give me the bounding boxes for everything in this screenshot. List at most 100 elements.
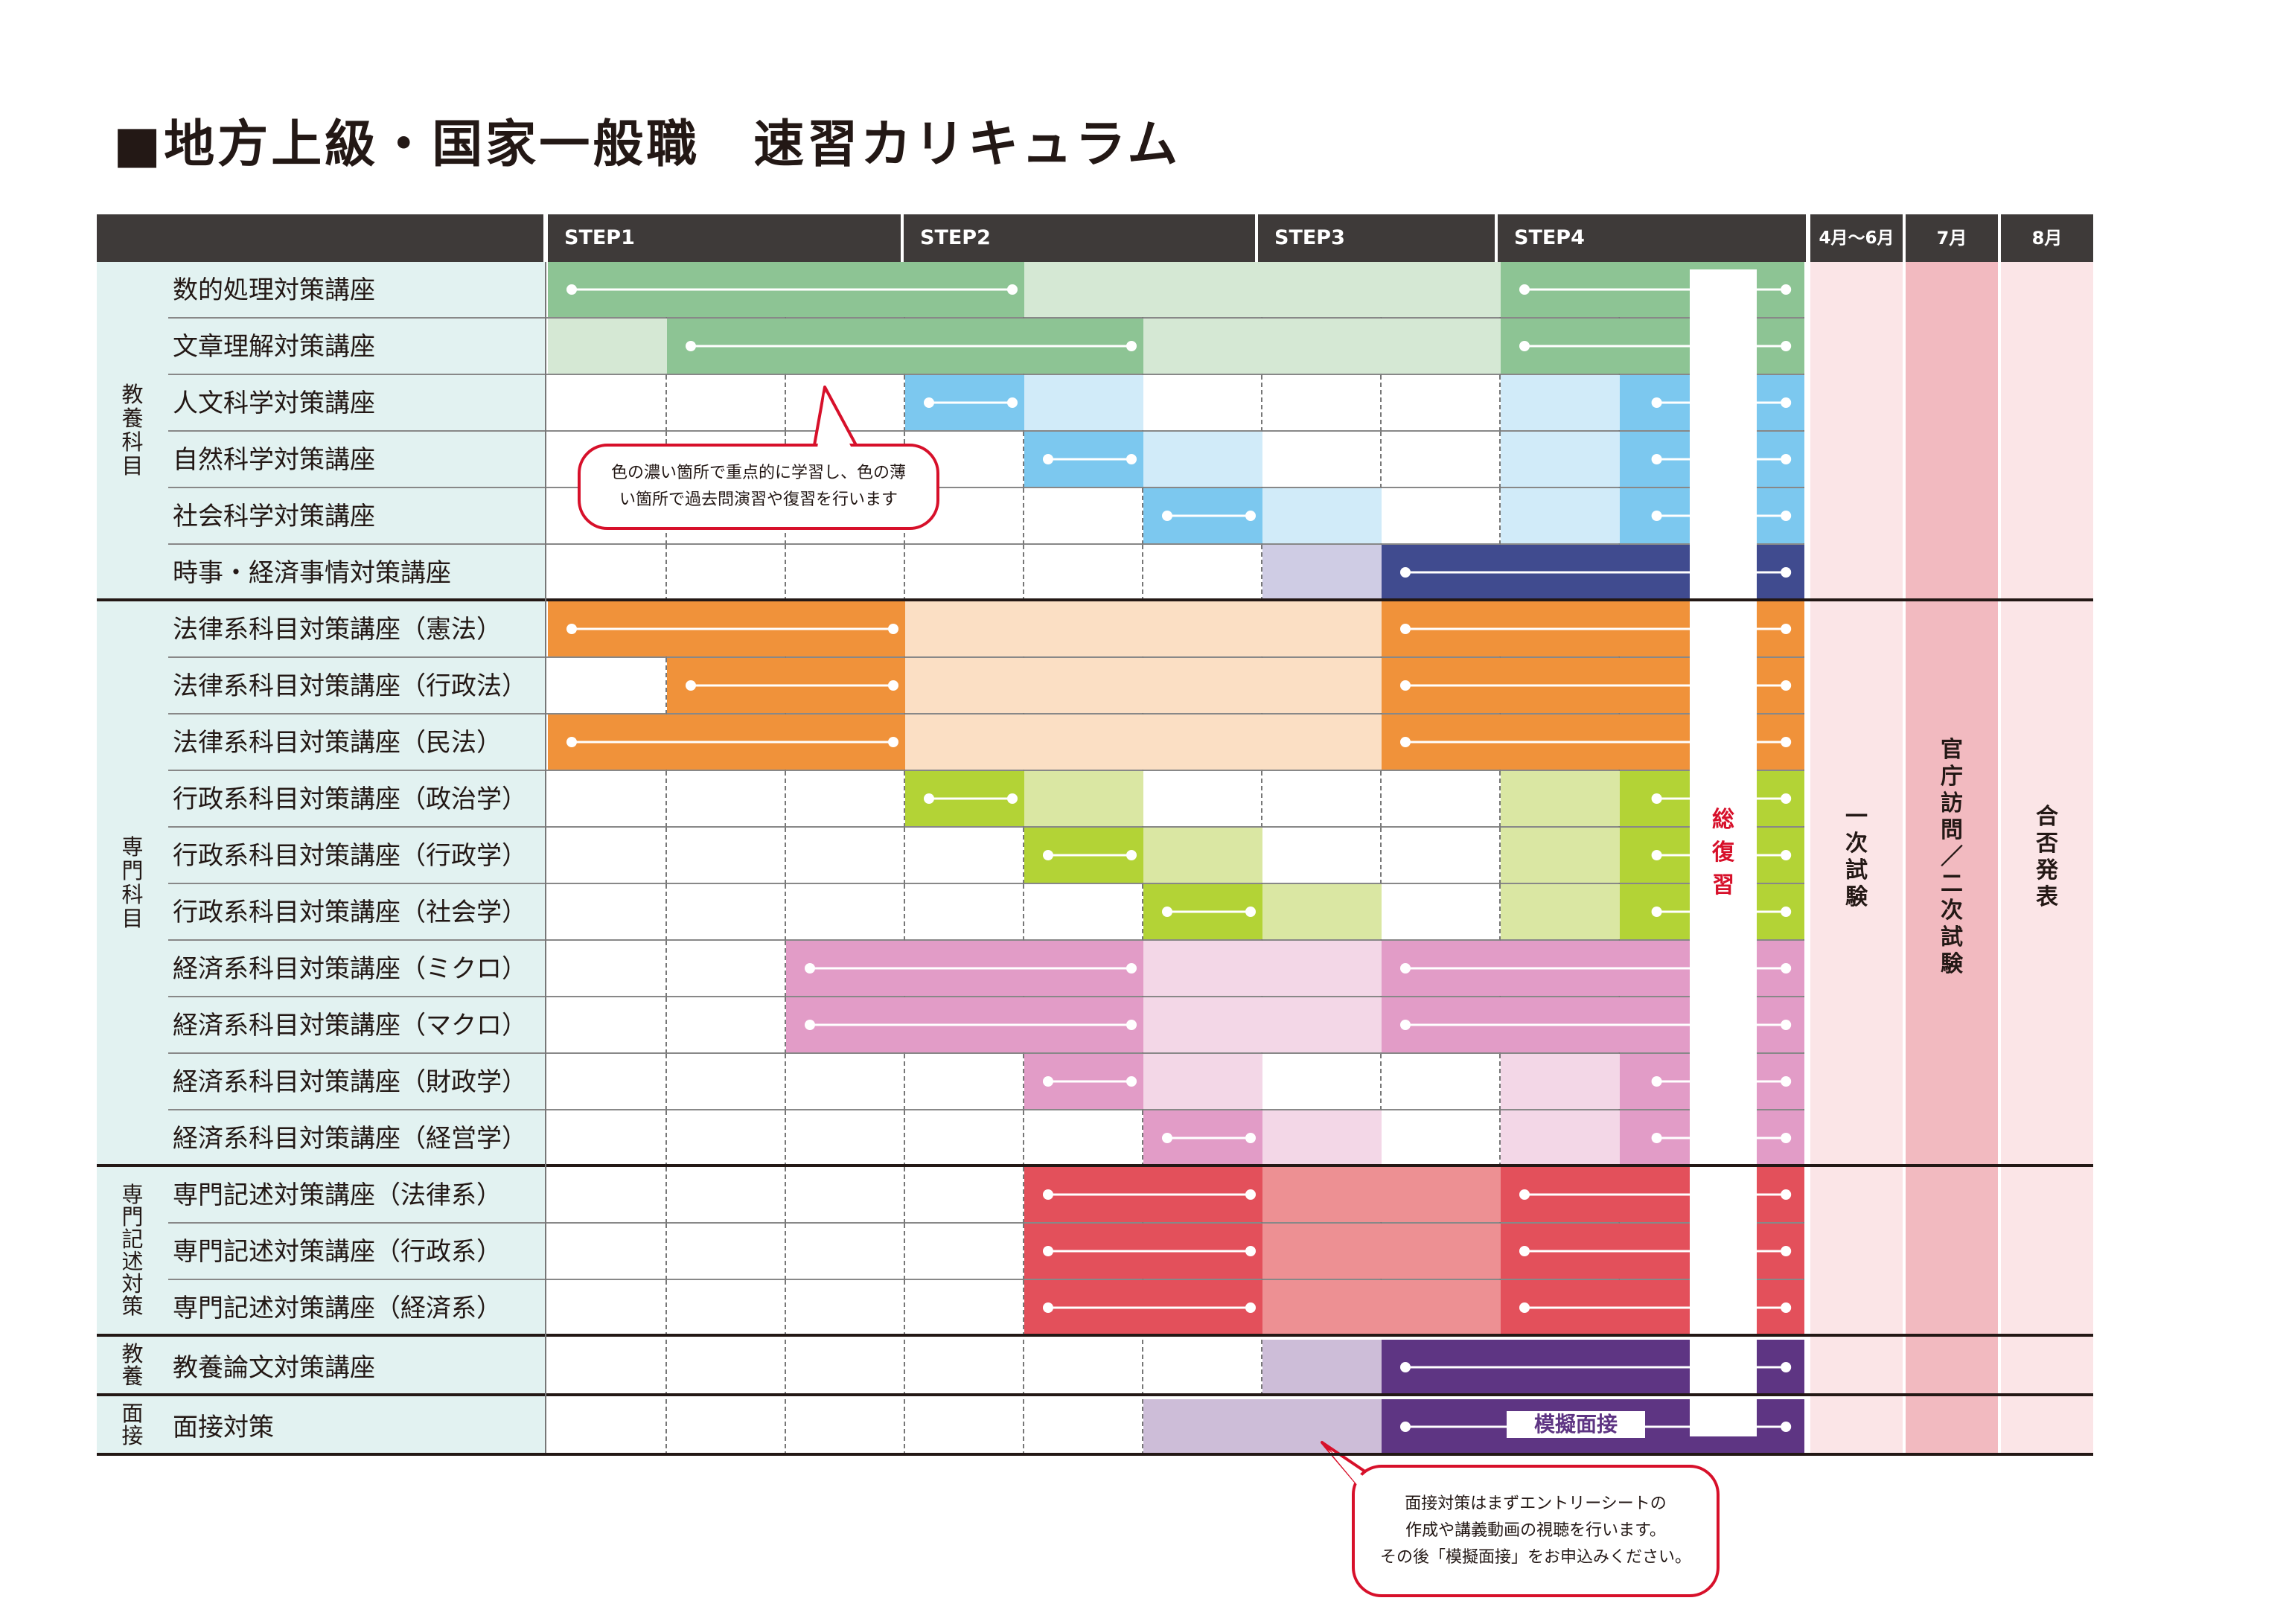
label-grid-divider	[545, 262, 546, 1453]
schedule-dot	[1781, 341, 1792, 351]
grid-cell	[667, 828, 786, 884]
schedule-dot	[1245, 1246, 1256, 1256]
grid-cell	[667, 884, 786, 941]
schedule-dot	[1781, 1133, 1792, 1143]
schedule-dot	[805, 1020, 815, 1030]
group-separator	[97, 1164, 2093, 1167]
grid-cell	[667, 1110, 786, 1167]
light-bar	[1143, 1054, 1262, 1109]
light-bar	[905, 601, 1382, 656]
grid-cell	[548, 1167, 667, 1224]
schedule-dot	[1519, 1189, 1530, 1200]
light-bar	[1143, 1399, 1382, 1454]
grid-cell	[1143, 771, 1262, 828]
grid-cell	[786, 1224, 905, 1280]
grid-cell	[1262, 1054, 1382, 1110]
grid-cell	[667, 771, 786, 828]
group-senmon: 専門科目	[97, 601, 168, 1164]
schedule-dot	[1781, 963, 1792, 974]
light-bar	[1143, 432, 1262, 487]
grid-cell	[1382, 432, 1501, 488]
schedule-dot	[1781, 397, 1792, 408]
header-step3: STEP3	[1258, 214, 1495, 262]
row-label: 経済系科目対策講座（財政学）	[173, 1067, 527, 1097]
grid-cell	[905, 545, 1024, 601]
schedule-dot	[888, 737, 898, 747]
row-label: 専門記述対策講座（法律系）	[173, 1180, 502, 1210]
grid-cell	[905, 828, 1024, 884]
schedule-dot	[1651, 1076, 1662, 1087]
grid-cell	[905, 884, 1024, 941]
grid-cell	[786, 884, 905, 941]
light-bar	[1143, 997, 1382, 1052]
grid-cell	[1382, 1054, 1501, 1110]
schedule-dot	[566, 284, 577, 295]
schedule-dot	[566, 737, 577, 747]
schedule-dot	[1400, 624, 1411, 634]
header-jul: 7月	[1906, 214, 1998, 262]
mock-interview-label: 模擬面接	[1507, 1411, 1645, 1438]
schedule-dot	[1781, 511, 1792, 521]
schedule-dot	[1126, 454, 1137, 464]
row-label: 法律系科目対策講座（行政法）	[173, 671, 527, 701]
group-separator	[97, 598, 2093, 601]
note-bubble-2: 面接対策はまずエントリーシートの 作成や講義動画の視聴を行います。 その後「模擬…	[1352, 1465, 1720, 1597]
grid-cell	[548, 997, 667, 1054]
schedule-dot	[1400, 567, 1411, 578]
grid-cell	[548, 884, 667, 941]
schedule-dot	[1400, 1362, 1411, 1372]
light-bar	[1262, 1224, 1501, 1279]
light-bar	[1024, 375, 1143, 430]
light-bar	[1501, 375, 1620, 430]
review-bar-label: 総復習	[1712, 807, 1734, 898]
schedule-dot	[1651, 793, 1662, 804]
schedule-dot	[1245, 511, 1256, 521]
schedule-dot	[1007, 793, 1018, 804]
light-bar	[548, 319, 667, 374]
group-separator	[97, 1453, 2093, 1456]
grid-cell	[548, 1224, 667, 1280]
schedule-dot	[1400, 1422, 1411, 1432]
grid-cell	[786, 1340, 905, 1396]
light-bar	[1262, 1167, 1501, 1222]
grid-cell	[1382, 771, 1501, 828]
row-label: 文章理解対策講座	[173, 332, 375, 362]
grid-cell	[1382, 884, 1501, 941]
light-bar	[1501, 432, 1620, 487]
grid-cell	[667, 1399, 786, 1456]
grid-cell	[548, 771, 667, 828]
row-label: 行政系科目対策講座（政治学）	[173, 784, 527, 814]
schedule-dot	[1043, 1076, 1053, 1087]
grid-cell	[548, 375, 667, 432]
schedule-dot	[1651, 907, 1662, 917]
schedule-dot	[1519, 1246, 1530, 1256]
schedule-dot	[1245, 1302, 1256, 1313]
schedule-dot	[1651, 454, 1662, 464]
schedule-dot	[1400, 1020, 1411, 1030]
page-title: ■地方上級・国家一般職 速習カリキュラム	[113, 115, 1181, 174]
light-bar	[1262, 545, 1382, 600]
header-step2: STEP2	[904, 214, 1255, 262]
schedule-dot	[1400, 963, 1411, 974]
grid-cell	[1024, 1399, 1143, 1456]
light-bar	[1024, 262, 1501, 317]
schedule-dot	[1651, 850, 1662, 860]
grid-cell	[1143, 1340, 1262, 1396]
schedule-dot	[1126, 341, 1137, 351]
schedule-dot	[1245, 1189, 1256, 1200]
schedule-dot	[1162, 907, 1172, 917]
schedule-dot	[1126, 1020, 1137, 1030]
schedule-dot	[1162, 511, 1172, 521]
schedule-dot	[1781, 1246, 1792, 1256]
schedule-dot	[1781, 1076, 1792, 1087]
schedule-dot	[1651, 1133, 1662, 1143]
header-apr-jun: 4月〜6月	[1810, 214, 1903, 262]
grid-cell	[1262, 828, 1382, 884]
row-label: 専門記述対策講座（行政系）	[173, 1237, 502, 1267]
schedule-dot	[686, 680, 696, 691]
schedule-dot	[888, 680, 898, 691]
grid-cell	[548, 1054, 667, 1110]
light-bar	[1501, 771, 1620, 826]
row-label: 面接対策	[173, 1413, 274, 1442]
